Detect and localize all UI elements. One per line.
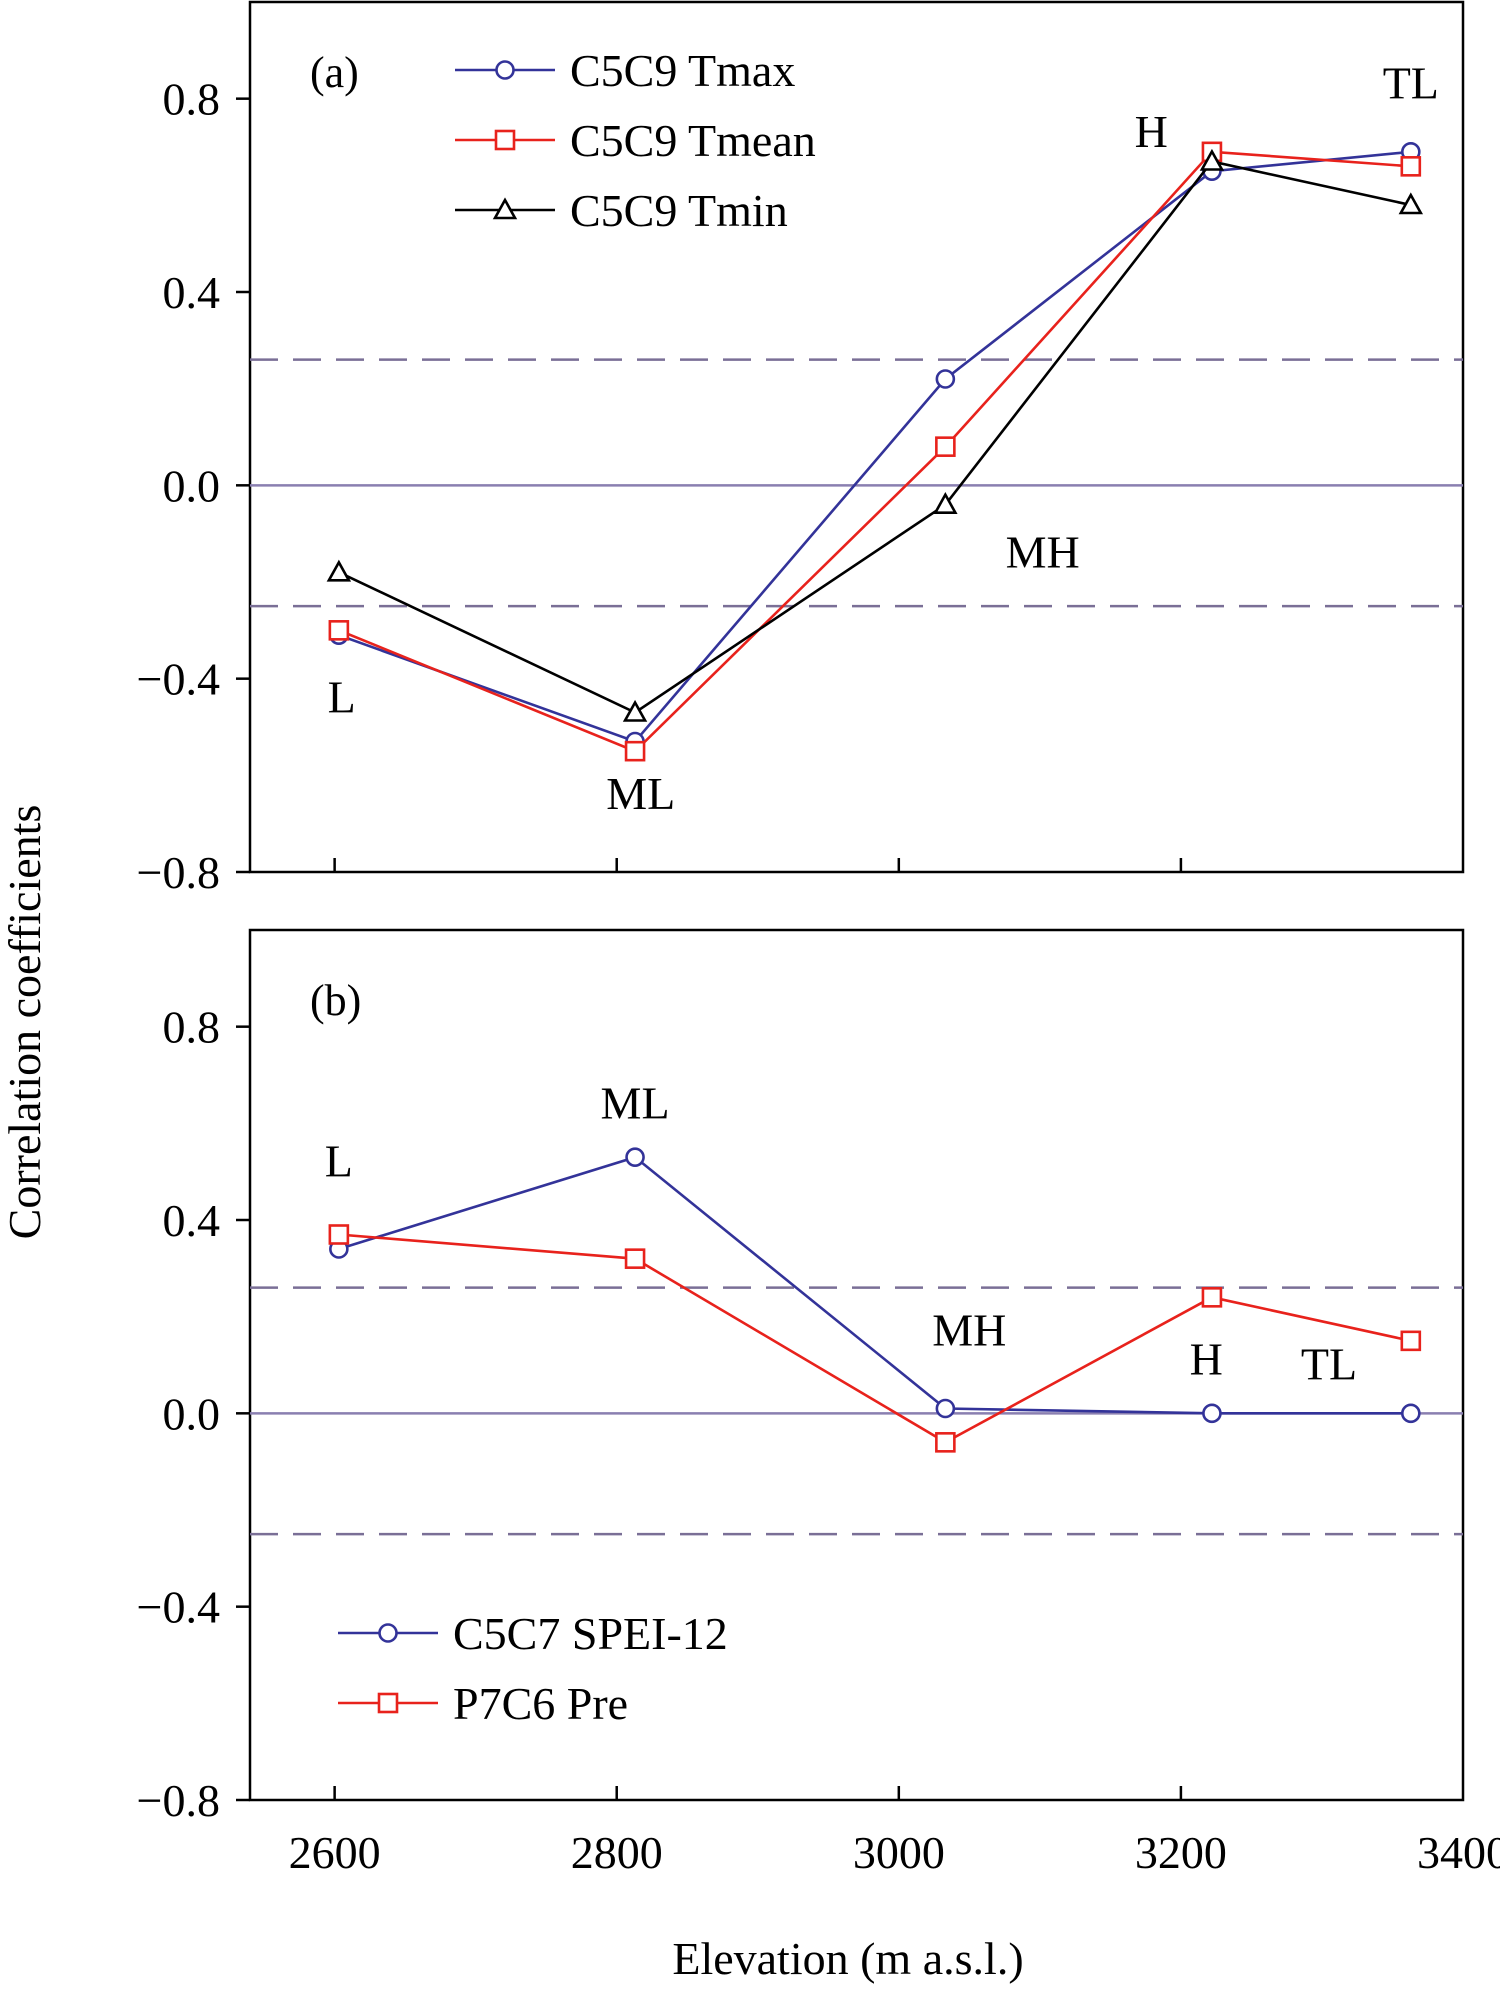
- site-label: ML: [606, 768, 675, 819]
- site-label: TL: [1383, 58, 1439, 109]
- legend-marker: [494, 129, 516, 151]
- data-point: [1400, 1330, 1422, 1352]
- data-point: [935, 1432, 956, 1453]
- legend-entry: C5C9 Tmax: [570, 45, 795, 96]
- site-label: MH: [1006, 527, 1080, 578]
- data-point: [933, 491, 958, 514]
- data-point: [622, 699, 648, 722]
- data-point: [624, 740, 646, 762]
- panel-label: (a): [310, 48, 359, 97]
- x-tick-label: 2600: [289, 1827, 381, 1878]
- data-point: [935, 1398, 956, 1419]
- x-tick-label: 3400: [1417, 1827, 1500, 1878]
- series-line: [338, 1155, 1411, 1415]
- data-point: [935, 436, 956, 457]
- y-tick-label: 0.0: [163, 1388, 221, 1439]
- data-point: [1201, 1287, 1223, 1308]
- x-tick-label: 3200: [1135, 1827, 1227, 1878]
- series-line: [338, 160, 1412, 714]
- legend-entry: P7C6 Pre: [453, 1678, 628, 1729]
- y-tick-label: 0.4: [163, 267, 221, 318]
- x-tick-label: 2800: [571, 1827, 663, 1878]
- data-point: [1401, 1403, 1421, 1424]
- legend-marker: [495, 60, 515, 80]
- data-point: [328, 620, 350, 641]
- chart-panel-a: −0.8 −0.4 0.0 0.4 0.8 (a) C5C9 Tmax C5C9 Tmean C…: [137, 0, 1465, 898]
- data-point: [1400, 156, 1422, 177]
- plot-frame: [248, 0, 1465, 874]
- data-point: [1202, 1403, 1222, 1424]
- series-line: [338, 1233, 1412, 1444]
- data-point: [624, 1248, 646, 1269]
- data-point: [935, 369, 956, 389]
- legend-marker: [378, 1623, 398, 1643]
- data-point: [326, 559, 352, 582]
- y-tick-label: −0.8: [137, 1775, 220, 1826]
- y-tick-label: 0.8: [163, 74, 221, 125]
- series-line: [338, 150, 1411, 753]
- y-tick-label: 0.0: [163, 460, 221, 511]
- legend-entry: C5C7 SPEI-12: [453, 1608, 728, 1659]
- site-label: H: [1190, 1334, 1223, 1385]
- legend-marker: [492, 197, 518, 220]
- site-label: ML: [601, 1078, 670, 1129]
- y-tick-label: −0.4: [137, 654, 220, 705]
- y-tick-label: 0.4: [163, 1195, 221, 1246]
- plot-frame: [248, 928, 1465, 1802]
- legend-entry: C5C9 Tmin: [570, 185, 788, 236]
- y-axis-title: Correlation coefficients: [0, 805, 50, 1240]
- data-point: [328, 1224, 350, 1245]
- legend-entry: C5C9 Tmean: [570, 115, 816, 166]
- panel-label: (b): [310, 976, 361, 1025]
- site-label: MH: [932, 1305, 1006, 1356]
- site-label: L: [325, 1136, 353, 1187]
- x-tick-label: 3000: [853, 1827, 945, 1878]
- y-tick-label: 0.8: [163, 1002, 221, 1053]
- data-point: [625, 1147, 645, 1167]
- x-axis-title: Elevation (m a.s.l.): [672, 1933, 1023, 1984]
- y-tick-label: −0.8: [137, 847, 220, 898]
- y-tick-label: −0.4: [137, 1582, 220, 1633]
- data-point: [1398, 192, 1424, 215]
- series-line: [338, 150, 1411, 744]
- site-label: L: [328, 672, 356, 723]
- data-point: [1199, 148, 1225, 171]
- site-label: TL: [1301, 1339, 1357, 1390]
- legend-marker: [377, 1692, 399, 1714]
- chart-panel-b: −0.8 −0.4 0.0 0.4 0.8 2600 2800 3000 3200 3400 (b)…: [137, 928, 1500, 1878]
- site-label: H: [1135, 106, 1168, 157]
